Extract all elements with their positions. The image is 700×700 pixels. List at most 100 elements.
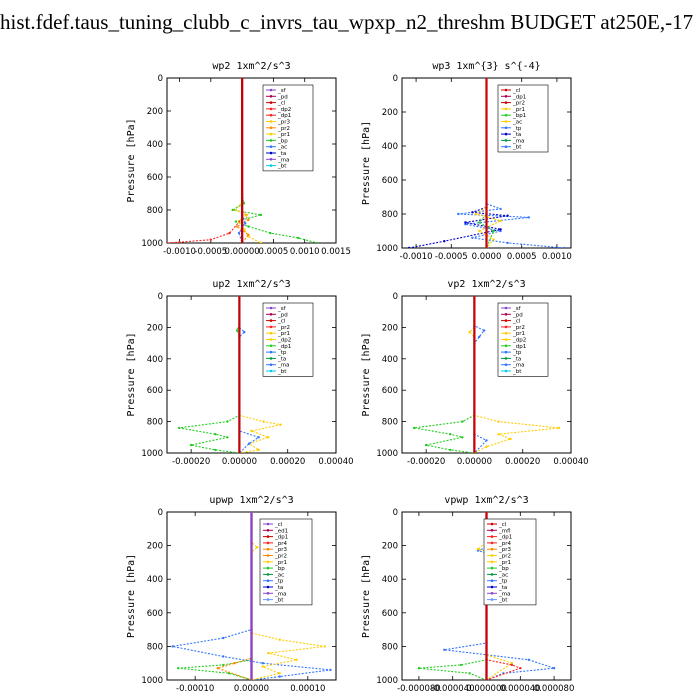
legend-marker bbox=[269, 88, 273, 92]
legend-marker bbox=[269, 331, 273, 335]
legend-label: _pr2 bbox=[512, 325, 525, 331]
y-tick-label: 200 bbox=[147, 323, 163, 333]
legend-label: _ma bbox=[512, 138, 524, 144]
series-point bbox=[261, 665, 264, 668]
legend-marker bbox=[504, 344, 508, 348]
legend-label: _pr4 bbox=[498, 541, 512, 547]
series-point bbox=[261, 662, 264, 665]
legend-marker bbox=[269, 120, 273, 123]
y-tick-label: 200 bbox=[382, 542, 398, 552]
y-tick-label: 1000 bbox=[376, 449, 398, 459]
series-point bbox=[214, 433, 217, 436]
chart-panel-1: wp2 1xm^2/s^3 Pressure [hPa] 0 200 400 600 800… bbox=[126, 61, 351, 257]
plot-frame bbox=[166, 77, 337, 244]
plot-frame bbox=[401, 295, 572, 454]
series-point bbox=[471, 211, 474, 214]
legend-marker bbox=[504, 95, 508, 98]
series-point bbox=[247, 218, 250, 222]
x-tick-label: 0.00000 bbox=[225, 247, 260, 257]
legend-marker bbox=[490, 535, 494, 538]
series-point bbox=[231, 208, 234, 212]
legend-marker bbox=[504, 126, 508, 130]
x-tick-label: -0.0010 bbox=[163, 247, 196, 257]
series-point bbox=[167, 241, 169, 243]
y-axis-label: Pressure [hPa] bbox=[361, 121, 372, 205]
series-point bbox=[245, 213, 249, 217]
x-tick-label: 0.00000 bbox=[457, 457, 492, 467]
y-tick-label: 0 bbox=[393, 292, 398, 302]
plot-frame bbox=[166, 295, 337, 454]
series-point bbox=[243, 228, 246, 231]
legend-marker bbox=[266, 573, 270, 576]
series-line bbox=[238, 296, 281, 453]
series-point bbox=[295, 658, 298, 661]
series-point bbox=[177, 667, 180, 670]
x-tick-label: -0.000080 bbox=[397, 684, 441, 694]
legend-label: _ma bbox=[277, 157, 289, 163]
y-tick-label: 800 bbox=[382, 418, 398, 428]
legend-label: _ma bbox=[274, 591, 286, 597]
series-point bbox=[478, 221, 481, 224]
series-point bbox=[499, 207, 502, 211]
y-tick-label: 400 bbox=[382, 355, 398, 365]
series-point bbox=[459, 663, 463, 667]
x-tick-label: 0.0015 bbox=[321, 247, 351, 257]
y-tick-label: 800 bbox=[147, 206, 163, 216]
x-tick-label: -0.0005 bbox=[194, 247, 227, 257]
legend-marker bbox=[266, 554, 270, 557]
legend-marker bbox=[266, 535, 270, 538]
series-line bbox=[179, 296, 240, 453]
y-tick-label: 400 bbox=[382, 575, 398, 585]
series-point bbox=[178, 241, 181, 243]
legend-label: _bt bbox=[277, 164, 287, 170]
series-point bbox=[243, 330, 246, 334]
legend-label: _pr3 bbox=[277, 120, 291, 126]
series-point bbox=[234, 208, 238, 212]
y-tick-label: 200 bbox=[147, 542, 163, 552]
legend-marker bbox=[504, 306, 508, 310]
y-axis-label: Pressure [hPa] bbox=[361, 332, 372, 416]
series-point bbox=[228, 231, 231, 235]
legend-marker bbox=[269, 344, 273, 348]
series-point bbox=[250, 429, 253, 433]
legend-marker bbox=[269, 357, 273, 360]
legend-label: _pr1 bbox=[498, 560, 511, 566]
series-point bbox=[464, 223, 467, 226]
y-tick-label: 200 bbox=[382, 108, 398, 118]
series-point bbox=[412, 426, 416, 430]
legend-marker bbox=[504, 363, 508, 367]
series-point bbox=[424, 443, 428, 447]
series-point bbox=[499, 228, 502, 231]
series-point bbox=[235, 225, 239, 228]
series-point bbox=[527, 216, 530, 219]
chart-panel-4: vp2 1xm^2/s^3 Pressure [hPa] 0 200 400 600 800… bbox=[361, 279, 589, 467]
legend-marker bbox=[504, 139, 508, 142]
y-tick-label: 200 bbox=[382, 323, 398, 333]
legend-marker bbox=[490, 566, 494, 570]
y-tick-label: 400 bbox=[382, 142, 398, 152]
x-tick-label: 0.000000 bbox=[466, 684, 507, 694]
legend-label: _dp1 bbox=[277, 113, 291, 119]
legend-label: _dp1 bbox=[512, 94, 526, 100]
series-point bbox=[527, 658, 530, 661]
x-tick-label: -0.00020 bbox=[172, 457, 210, 467]
legend-marker bbox=[490, 554, 494, 557]
legend-label: _cl bbox=[512, 88, 521, 94]
series-line bbox=[418, 512, 488, 680]
legend-label: _sf bbox=[277, 88, 287, 94]
series-line bbox=[238, 296, 260, 453]
legend-marker bbox=[269, 132, 273, 136]
y-axis-label: Pressure [hPa] bbox=[361, 554, 372, 638]
y-tick-label: 800 bbox=[382, 210, 398, 220]
y-tick-label: 800 bbox=[147, 642, 163, 652]
legend-label: _tp bbox=[512, 126, 522, 132]
series-point bbox=[235, 329, 239, 332]
legend-marker bbox=[504, 313, 508, 316]
x-tick-label: 0.00010 bbox=[290, 684, 325, 694]
legend-marker bbox=[266, 566, 270, 570]
chart-title: vp2 1xm^2/s^3 bbox=[447, 279, 525, 290]
legend-label: _ac bbox=[498, 572, 508, 578]
legend-label: _pr2 bbox=[512, 101, 525, 107]
series-point bbox=[177, 426, 181, 430]
series-point bbox=[443, 240, 446, 243]
